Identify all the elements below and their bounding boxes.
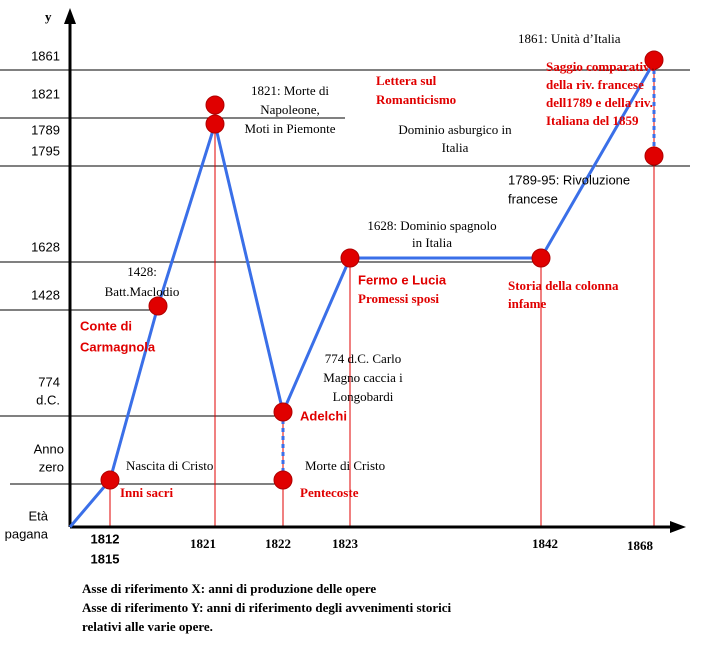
y-arrow — [64, 8, 76, 24]
y-label: 1789 — [31, 122, 60, 137]
y-axis-label: y — [45, 9, 52, 24]
y-label: 1795 — [31, 143, 60, 158]
y-label: 1821 — [31, 86, 60, 101]
y-label: 1628 — [31, 239, 60, 254]
work-label: Romanticismo — [376, 92, 456, 107]
x-label: 1823 — [332, 536, 359, 551]
y-label: 1861 — [31, 48, 60, 63]
y-label: zero — [39, 459, 64, 474]
y-label: pagana — [5, 526, 49, 541]
work-label: Promessi sposi — [358, 291, 439, 306]
x-label: 1868 — [627, 538, 654, 553]
x-label: 1842 — [532, 536, 558, 551]
work-label: Carmagnola — [80, 339, 156, 354]
work-label: Lettera sul — [376, 73, 437, 88]
axes — [68, 22, 672, 529]
y-label: 1428 — [31, 287, 60, 302]
y-label: d.C. — [36, 392, 60, 407]
h-lines — [0, 69, 690, 485]
points — [100, 50, 664, 490]
event-label: 1861: Unità d’Italia — [518, 31, 621, 46]
event-label: Batt.Maclodio — [105, 284, 180, 299]
footer-line: Asse di riferimento X: anni di produzion… — [82, 581, 376, 596]
event-label: Magno caccia i — [323, 370, 403, 385]
work-label: Pentecoste — [300, 485, 359, 500]
footer-line: Asse di riferimento Y: anni di riferimen… — [82, 600, 452, 615]
work-label: Saggio comparativo — [546, 59, 656, 74]
work-label: Inni sacri — [120, 485, 173, 500]
event-label: 774 d.C. Carlo — [325, 351, 402, 366]
footer-line: relativi alle varie opere. — [82, 619, 213, 634]
event-label: francese — [508, 191, 558, 206]
work-label: infame — [508, 296, 547, 311]
x-label: 1821 — [190, 536, 216, 551]
event-label: Morte di Cristo — [305, 458, 385, 473]
event-label: Moti in Piemonte — [245, 121, 336, 136]
work-label: Conte di — [80, 318, 132, 333]
event-label: 1789-95: Rivoluzione — [508, 172, 630, 187]
event-label: Dominio asburgico in — [398, 122, 512, 137]
event-label: 1821: Morte di — [251, 83, 329, 98]
work-label: Adelchi — [300, 408, 347, 423]
event-label: Longobardi — [333, 389, 394, 404]
event-label: in Italia — [412, 235, 452, 250]
event-label: 1628: Dominio spagnolo — [367, 218, 496, 233]
event-label: Nascita di Cristo — [126, 458, 213, 473]
y-label: 774 — [38, 374, 60, 389]
x-label: 1815 — [91, 551, 120, 566]
path-line — [68, 61, 656, 528]
work-label: Fermo e Lucia — [358, 272, 447, 287]
work-label: della riv. francese — [546, 77, 644, 92]
work-label: Italiana del 1859 — [546, 113, 639, 128]
work-label: Storia della colonna — [508, 278, 619, 293]
event-label: Napoleone, — [260, 102, 320, 117]
x-label: 1822 — [265, 536, 291, 551]
work-label: dell1789 e della riv. — [546, 95, 653, 110]
x-arrow — [670, 521, 686, 533]
x-label: 1812 — [91, 531, 120, 546]
y-label: Anno — [34, 441, 64, 456]
event-label: 1428: — [127, 264, 157, 279]
y-label: Età — [28, 508, 48, 523]
event-label: Italia — [442, 140, 469, 155]
